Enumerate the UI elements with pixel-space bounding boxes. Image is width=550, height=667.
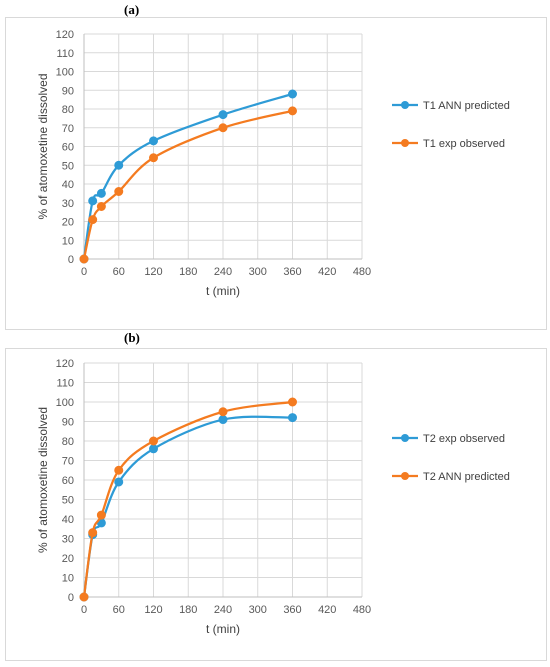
- chart-frame: [5, 348, 547, 661]
- panel-label-a: (a): [124, 2, 140, 17]
- y-tick-label: 50: [62, 495, 74, 507]
- data-point: [288, 413, 297, 423]
- data-point: [288, 397, 297, 407]
- y-tick-label: 10: [62, 573, 74, 585]
- x-tick-label: 120: [144, 604, 162, 616]
- x-tick-label: 360: [283, 604, 301, 616]
- y-tick-label: 0: [68, 254, 74, 266]
- y-tick-label: 60: [62, 475, 74, 487]
- y-tick-label: 100: [56, 397, 74, 409]
- data-point: [96, 202, 106, 211]
- data-point: [288, 89, 297, 99]
- y-tick-label: 120: [56, 358, 74, 370]
- x-tick-label: 360: [283, 266, 301, 278]
- x-tick-label: 60: [113, 604, 125, 616]
- y-tick-label: 40: [62, 514, 74, 526]
- y-axis-title: % of atomoxetine dissolved: [36, 407, 50, 553]
- y-tick-label: 20: [62, 553, 74, 565]
- data-point: [218, 407, 228, 417]
- data-point: [288, 106, 297, 116]
- y-tick-label: 0: [68, 592, 74, 604]
- y-tick-label: 70: [62, 456, 74, 468]
- x-tick-label: 480: [353, 266, 371, 278]
- legend-entry: T1 exp observed: [423, 138, 505, 150]
- panel-label-b: (b): [124, 330, 140, 345]
- y-tick-label: 110: [56, 378, 74, 390]
- data-point: [149, 136, 158, 146]
- data-point: [88, 215, 98, 225]
- y-axis-title: % of atomoxetine dissolved: [36, 73, 50, 219]
- legend-swatch-marker: [401, 139, 409, 147]
- y-tick-label: 120: [56, 29, 74, 41]
- x-axis-title: t (min): [206, 622, 240, 636]
- data-point: [114, 160, 124, 170]
- x-tick-label: 240: [214, 266, 232, 278]
- data-point: [96, 510, 106, 520]
- data-point: [218, 123, 228, 133]
- chart-frame: [5, 17, 547, 330]
- data-point: [114, 477, 124, 487]
- data-point: [149, 153, 158, 163]
- data-point: [114, 465, 124, 475]
- y-tick-label: 90: [62, 417, 74, 429]
- x-tick-label: 300: [249, 604, 267, 616]
- data-point: [96, 188, 106, 198]
- y-tick-label: 50: [62, 160, 74, 172]
- y-tick-label: 10: [62, 235, 74, 247]
- y-tick-label: 30: [62, 534, 74, 546]
- legend-entry: T2 exp observed: [423, 433, 505, 445]
- data-point: [218, 415, 228, 425]
- x-axis-title: t (min): [206, 284, 240, 298]
- x-tick-label: 420: [318, 266, 336, 278]
- legend-swatch-marker: [401, 101, 409, 109]
- data-point: [88, 528, 98, 538]
- data-point: [79, 254, 89, 264]
- legend-swatch-marker: [401, 434, 409, 442]
- legend-entry: T1 ANN predicted: [423, 100, 510, 112]
- x-tick-label: 420: [318, 604, 336, 616]
- y-tick-label: 70: [62, 123, 74, 135]
- y-tick-label: 30: [62, 198, 74, 210]
- data-point: [149, 444, 158, 454]
- x-tick-label: 240: [214, 604, 232, 616]
- y-tick-label: 80: [62, 436, 74, 448]
- legend-swatch-marker: [401, 472, 409, 480]
- y-tick-label: 90: [62, 85, 74, 97]
- x-tick-label: 60: [113, 266, 125, 278]
- y-tick-label: 20: [62, 217, 74, 229]
- x-tick-label: 120: [144, 266, 162, 278]
- y-tick-label: 110: [56, 48, 74, 60]
- x-tick-label: 180: [179, 266, 197, 278]
- x-tick-label: 480: [353, 604, 371, 616]
- data-point: [88, 196, 98, 206]
- x-tick-label: 180: [179, 604, 197, 616]
- data-point: [218, 110, 228, 120]
- y-tick-label: 100: [56, 67, 74, 79]
- data-point: [149, 436, 158, 446]
- y-tick-label: 40: [62, 179, 74, 191]
- x-tick-label: 300: [249, 266, 267, 278]
- legend-entry: T2 ANN predicted: [423, 471, 510, 483]
- data-point: [79, 592, 89, 602]
- y-tick-label: 60: [62, 142, 74, 154]
- x-tick-label: 0: [81, 266, 87, 278]
- y-tick-label: 80: [62, 104, 74, 116]
- data-point: [114, 187, 124, 196]
- x-tick-label: 0: [81, 604, 87, 616]
